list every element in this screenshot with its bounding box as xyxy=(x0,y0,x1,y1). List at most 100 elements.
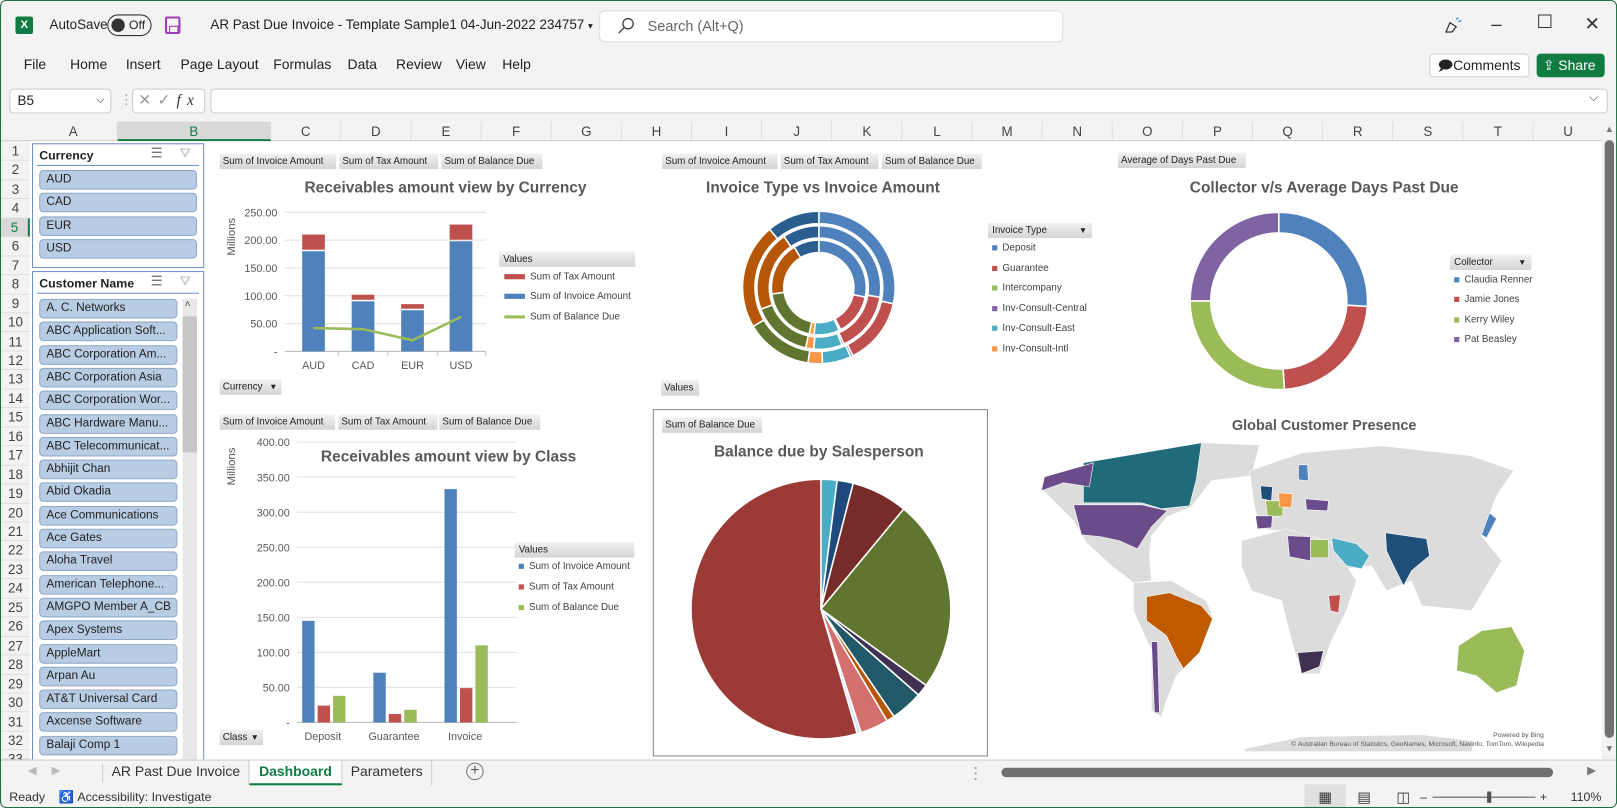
autosave-toggle[interactable]: Off xyxy=(107,14,152,37)
map-region-france[interactable] xyxy=(1265,500,1284,518)
more-options-icon[interactable]: ⋮ xyxy=(119,91,134,108)
map-region-brazil[interactable] xyxy=(1146,592,1213,670)
menu-insert[interactable]: Insert xyxy=(125,56,161,73)
row-header-4[interactable]: 4 xyxy=(1,199,30,219)
column-header-G[interactable]: G xyxy=(551,121,622,142)
slicer-item-customer[interactable]: Apex Systems xyxy=(39,620,178,641)
slicer-item-usd[interactable]: USD xyxy=(39,238,197,259)
zoom-level[interactable]: 110% xyxy=(1570,789,1602,804)
map-region-australia[interactable] xyxy=(1456,626,1525,694)
line-balance-due[interactable] xyxy=(313,315,462,342)
column-header-T[interactable]: T xyxy=(1463,121,1534,142)
bar-sum-of-tax-amount[interactable] xyxy=(459,688,473,723)
zoom-slider[interactable] xyxy=(1432,796,1536,798)
slicer-item-customer[interactable]: ABC Telecommunicat... xyxy=(39,436,178,457)
row-header-15[interactable]: 15 xyxy=(1,408,30,428)
scroll-down-icon[interactable]: ▼ xyxy=(1604,743,1614,754)
field-button[interactable]: Sum of Invoice Amount xyxy=(662,153,778,170)
column-header-M[interactable]: M xyxy=(972,121,1043,142)
menu-page-layout[interactable]: Page Layout xyxy=(180,56,259,73)
row-header-24[interactable]: 24 xyxy=(1,579,30,599)
scroll-up-icon[interactable]: ˄ xyxy=(184,298,191,311)
slicer-item-customer[interactable]: AT&T Universal Card xyxy=(39,689,178,710)
field-button[interactable]: Sum of Balance Due xyxy=(441,153,543,170)
slicer-item-customer[interactable]: Arpan Au xyxy=(39,666,178,687)
vertical-scrollbar-thumb[interactable] xyxy=(1604,140,1614,738)
map-region-japan[interactable] xyxy=(1481,512,1497,539)
field-button[interactable]: Sum of Tax Amount xyxy=(780,153,879,170)
row-header-28[interactable]: 28 xyxy=(1,655,30,675)
comments-button[interactable]: 🗩 Comments xyxy=(1429,53,1530,78)
bar-sum-of-tax-amount[interactable] xyxy=(388,714,402,723)
slicer-item-customer[interactable]: Ace Communications xyxy=(39,505,178,526)
bar-sum-of-balance-due[interactable] xyxy=(404,709,417,723)
row-header-9[interactable]: 9 xyxy=(1,294,30,314)
scroll-right-icon[interactable]: ▶ xyxy=(1587,764,1596,778)
column-header-L[interactable]: L xyxy=(902,121,973,142)
row-header-7[interactable]: 7 xyxy=(1,256,30,276)
clear-filter-icon[interactable]: ⛛ xyxy=(179,273,191,289)
column-header-Q[interactable]: Q xyxy=(1253,121,1324,142)
slicer-item-cad[interactable]: CAD xyxy=(39,193,197,213)
row-header-2[interactable]: 2 xyxy=(1,161,30,181)
row-header-29[interactable]: 29 xyxy=(1,674,30,694)
bar-invoice-amount[interactable] xyxy=(401,310,424,352)
map-region-usa[interactable] xyxy=(1073,504,1169,550)
name-box[interactable]: B5 ⌵ xyxy=(9,88,112,114)
map-region-india[interactable] xyxy=(1385,532,1430,587)
row-header-14[interactable]: 14 xyxy=(1,389,30,409)
row-header-17[interactable]: 17 xyxy=(1,446,30,466)
row-header-27[interactable]: 27 xyxy=(1,636,30,656)
slicer-item-customer[interactable]: Aloha Travel xyxy=(39,551,178,572)
row-header-13[interactable]: 13 xyxy=(1,370,30,390)
page-layout-view-icon[interactable]: ▤ xyxy=(1357,788,1371,805)
row-header-1[interactable]: 1 xyxy=(1,142,30,162)
normal-view-icon[interactable]: ▦ xyxy=(1304,784,1346,807)
document-title[interactable]: AR Past Due Invoice - Template Sample1 0… xyxy=(210,16,592,31)
bar-sum-of-invoice-amount[interactable] xyxy=(302,620,315,723)
minimize-button[interactable]: – xyxy=(1491,13,1502,35)
pie-slice[interactable] xyxy=(690,478,859,740)
column-header-A[interactable]: A xyxy=(29,121,118,142)
tab-scroll-right-icon[interactable]: ▶ xyxy=(51,764,61,778)
row-header-6[interactable]: 6 xyxy=(1,237,30,257)
search-input[interactable]: Search (Alt+Q) xyxy=(599,10,1064,43)
field-button[interactable]: Sum of Tax Amount xyxy=(339,153,439,170)
map-region-uk[interactable] xyxy=(1260,485,1273,502)
map-region-ukraine[interactable] xyxy=(1305,498,1329,512)
map-region-south-africa[interactable] xyxy=(1297,650,1324,675)
row-header-10[interactable]: 10 xyxy=(1,313,30,333)
row-header-12[interactable]: 12 xyxy=(1,351,30,371)
field-button[interactable]: Sum of Balance Due xyxy=(881,153,982,170)
row-header-22[interactable]: 22 xyxy=(1,541,30,561)
slicer-item-customer[interactable]: Axcense Software xyxy=(39,712,178,733)
bar-sum-of-tax-amount[interactable] xyxy=(317,705,331,723)
bar-sum-of-balance-due[interactable] xyxy=(333,695,346,723)
field-button[interactable]: Sum of Invoice Amount xyxy=(219,153,337,170)
row-header-26[interactable]: 26 xyxy=(1,617,30,637)
sheet-tab-dashboard[interactable]: Dashboard xyxy=(249,760,343,786)
column-header-K[interactable]: K xyxy=(832,121,903,142)
clear-filter-icon[interactable]: ⛛ xyxy=(179,145,191,161)
menu-data[interactable]: Data xyxy=(347,56,377,73)
slicer-item-customer[interactable]: A. C. Networks xyxy=(39,298,178,319)
map-region-canada[interactable] xyxy=(1083,442,1202,510)
row-header-8[interactable]: 8 xyxy=(1,275,30,295)
axis-field-button[interactable]: Class ▼ xyxy=(219,729,263,746)
slicer-item-customer[interactable]: ABC Corporation Asia xyxy=(39,367,178,388)
row-header-31[interactable]: 31 xyxy=(1,712,30,732)
menu-home[interactable]: Home xyxy=(70,56,108,73)
slicer-item-customer[interactable]: Abid Okadia xyxy=(39,482,178,503)
map-region-alaska[interactable] xyxy=(1040,462,1094,492)
bar-tax-amount[interactable] xyxy=(351,294,375,300)
zoom-out-button[interactable]: – xyxy=(1420,789,1427,804)
legend-title[interactable]: Invoice Type ▼ xyxy=(987,222,1093,239)
column-header-H[interactable]: H xyxy=(621,121,693,142)
zoom-slider-thumb[interactable] xyxy=(1486,791,1491,803)
column-header-D[interactable]: D xyxy=(341,121,412,142)
bar-tax-amount[interactable] xyxy=(302,234,325,250)
save-icon[interactable] xyxy=(165,16,181,35)
map-region-spain[interactable] xyxy=(1255,515,1273,530)
doughnut-segment[interactable] xyxy=(768,210,820,240)
row-header-18[interactable]: 18 xyxy=(1,465,30,485)
